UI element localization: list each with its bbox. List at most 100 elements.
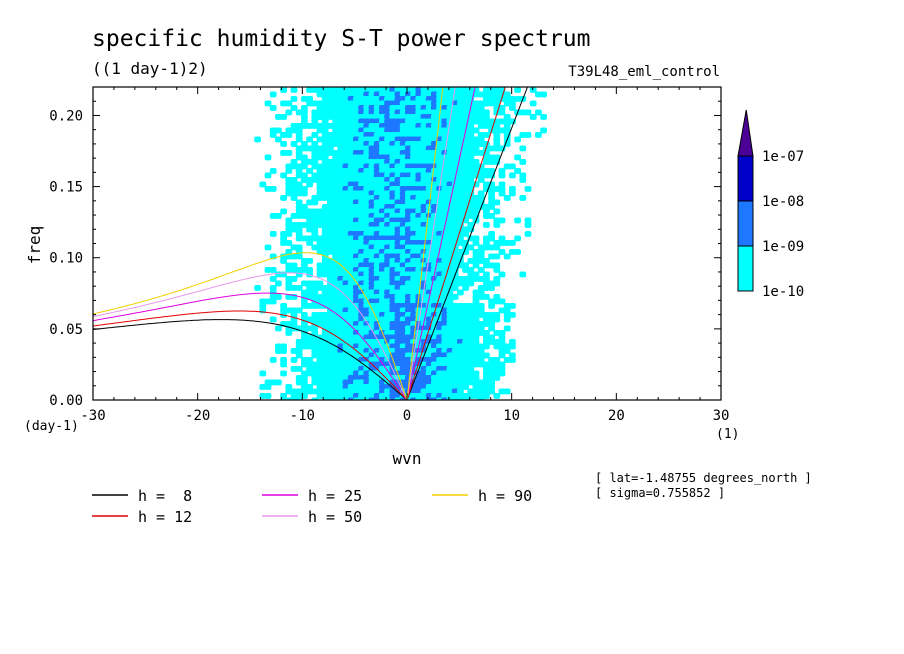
contour-cell — [446, 294, 454, 300]
contour-cell — [472, 307, 480, 314]
contour-cell — [311, 348, 319, 354]
contour-cell — [472, 316, 480, 323]
contour-cell — [342, 253, 350, 260]
contour-cell — [337, 181, 345, 188]
contour-cell — [332, 159, 339, 165]
contour-cell — [472, 379, 480, 386]
contour-cell — [337, 240, 345, 246]
contour-cell — [446, 357, 454, 363]
contour-cell — [405, 244, 412, 251]
contour-cell — [353, 393, 360, 399]
contour-cell — [384, 231, 391, 237]
contour-cell — [405, 172, 412, 179]
contour-cell — [483, 316, 490, 323]
contour-cell — [342, 177, 350, 183]
contour-cell — [389, 289, 397, 296]
contour-cell — [405, 208, 412, 215]
contour-cell — [321, 181, 329, 188]
contour-cell — [446, 186, 454, 192]
contour-cell — [436, 217, 443, 224]
contour-cell — [342, 105, 350, 111]
contour-cell — [358, 217, 365, 224]
contour-cell — [337, 186, 345, 192]
contour-cell — [301, 96, 308, 102]
contour-cell — [467, 303, 475, 309]
contour-cell — [280, 208, 287, 215]
contour-cell — [332, 96, 339, 102]
contour-cell — [420, 253, 428, 260]
contour-cell — [399, 190, 407, 197]
contour-cell — [405, 226, 412, 233]
contour-cell — [498, 172, 506, 179]
contour-cell — [441, 190, 449, 197]
contour-cell — [441, 96, 449, 102]
contour-cell — [472, 136, 480, 143]
contour-cell — [379, 312, 386, 318]
contour-cell — [503, 123, 511, 129]
contour-cell — [280, 240, 287, 246]
contour-cell — [337, 154, 345, 161]
contour-cell — [477, 361, 485, 368]
x-tick-label: -10 — [290, 408, 315, 424]
contour-cell — [316, 348, 324, 354]
contour-cell — [327, 231, 334, 237]
contour-cell — [399, 114, 407, 120]
contour-cell — [358, 109, 365, 116]
contour-cell — [405, 267, 412, 273]
contour-cell — [295, 352, 303, 359]
contour-cell — [436, 366, 443, 372]
contour-cell — [280, 343, 287, 350]
contour-cell — [384, 388, 391, 395]
contour-cell — [332, 213, 339, 219]
contour-cell — [472, 195, 480, 201]
contour-cell — [405, 258, 412, 264]
curve-legend: h = 8h = 12h = 25h = 50h = 90 — [92, 487, 532, 526]
contour-cell — [379, 190, 386, 197]
contour-cell — [446, 154, 454, 161]
contour-cell — [488, 280, 495, 287]
contour-cell — [420, 118, 428, 125]
contour-cell — [488, 204, 495, 210]
contour-cell — [477, 330, 485, 336]
contour-cell — [483, 294, 490, 300]
contour-cell — [462, 312, 469, 318]
contour-cell — [425, 154, 433, 161]
contour-cell — [467, 339, 475, 345]
contour-cell — [358, 154, 365, 161]
contour-cell — [347, 253, 355, 260]
contour-cell — [327, 186, 334, 192]
contour-cell — [483, 379, 490, 386]
contour-cell — [431, 186, 438, 192]
contour-cell — [342, 109, 350, 116]
contour-cell — [488, 213, 495, 219]
contour-cell — [462, 91, 469, 98]
contour-cell — [431, 379, 438, 386]
contour-cell — [290, 244, 298, 251]
contour-cell — [415, 136, 423, 143]
contour-cell — [327, 352, 334, 359]
contour-cell — [451, 208, 459, 215]
contour-cell — [436, 204, 443, 210]
contour-cell — [332, 199, 339, 206]
contour-cell — [399, 168, 407, 174]
contour-cell — [462, 100, 469, 107]
contour-cell — [389, 190, 397, 197]
contour-cell — [410, 348, 417, 354]
contour-cell — [493, 199, 501, 206]
contour-cell — [457, 384, 464, 390]
contour-cell — [264, 154, 272, 161]
contour-cell — [358, 145, 365, 152]
contour-cell — [332, 226, 339, 233]
contour-cell — [306, 213, 313, 219]
contour-cell — [467, 388, 475, 395]
contour-cell — [483, 109, 490, 116]
contour-cell — [295, 136, 303, 143]
contour-cell — [405, 159, 412, 165]
contour-cell — [446, 145, 454, 152]
contour-cell — [306, 96, 313, 102]
contour-cell — [306, 240, 313, 246]
contour-cell — [394, 150, 402, 156]
contour-cell — [321, 127, 329, 134]
contour-cell — [477, 132, 485, 138]
contour-cell — [405, 249, 412, 255]
